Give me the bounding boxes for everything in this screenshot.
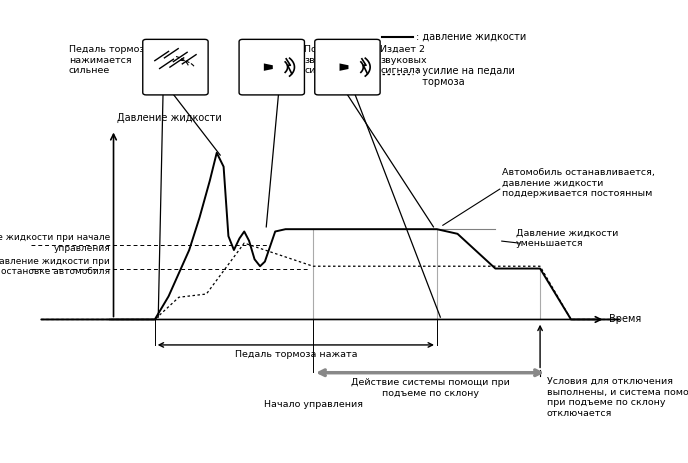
Polygon shape: [264, 63, 272, 71]
FancyBboxPatch shape: [143, 39, 208, 95]
Text: Давление жидкости при
остановке автомобиля: Давление жидкости при остановке автомоби…: [0, 257, 110, 276]
FancyBboxPatch shape: [314, 39, 380, 95]
Text: Педаль тормоза нажата: Педаль тормоза нажата: [235, 350, 357, 358]
Text: Давление жидкости: Давление жидкости: [117, 113, 222, 123]
Text: Подает 1
звуковой
сигнал: Подает 1 звуковой сигнал: [304, 45, 350, 75]
Text: Издает 2
звуковых
сигнала: Издает 2 звуковых сигнала: [380, 45, 427, 75]
Text: Время: Время: [609, 314, 641, 325]
Text: : давление жидкости: : давление жидкости: [416, 32, 526, 42]
Text: Условия для отключения
выполнены, и система помощи
при подъеме по склону
отключа: Условия для отключения выполнены, и сист…: [547, 377, 688, 418]
Polygon shape: [340, 63, 348, 71]
Text: Начало управления: Начало управления: [264, 400, 363, 409]
FancyBboxPatch shape: [239, 39, 304, 95]
Text: : усилие на педали
  тормоза: : усилие на педали тормоза: [416, 66, 515, 87]
Text: Педаль тормоза
нажимается
сильнее: Педаль тормоза нажимается сильнее: [69, 45, 150, 75]
Text: Давление жидкости
уменьшается: Давление жидкости уменьшается: [516, 229, 619, 248]
Text: Давление жидкости при начале
управления: Давление жидкости при начале управления: [0, 233, 110, 253]
Text: Автомобиль останавливается,
давление жидкости
поддерживается постоянным: Автомобиль останавливается, давление жид…: [502, 168, 655, 198]
Text: Действие системы помощи при
подъеме по склону: Действие системы помощи при подъеме по с…: [351, 378, 509, 398]
